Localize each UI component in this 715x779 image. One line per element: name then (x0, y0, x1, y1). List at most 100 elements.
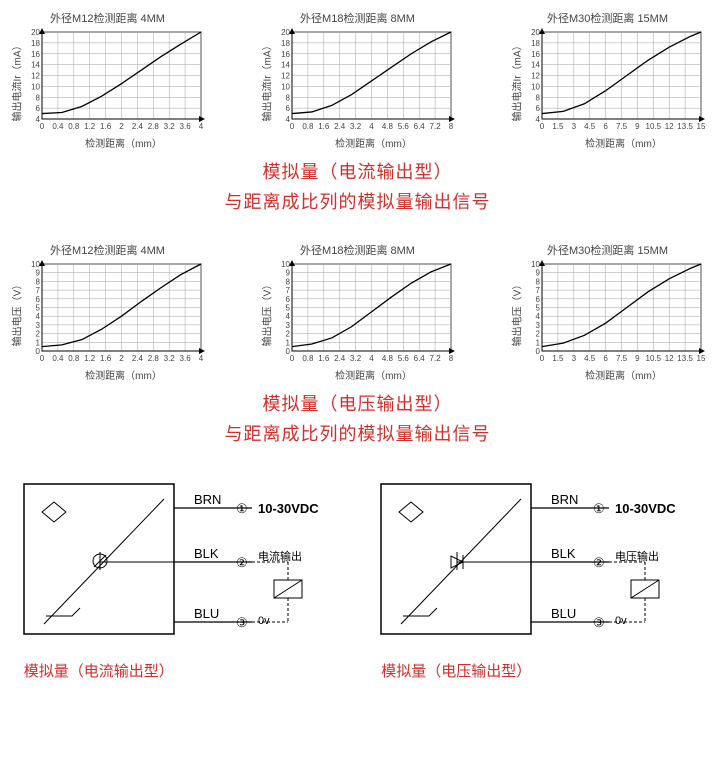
svg-text:10: 10 (31, 260, 40, 269)
svg-text:3.2: 3.2 (350, 122, 362, 131)
svg-text:7: 7 (36, 286, 41, 295)
svg-text:8: 8 (36, 93, 41, 102)
svg-text:2.4: 2.4 (334, 122, 346, 131)
svg-text:0: 0 (540, 354, 545, 363)
chart-xlabel: 检测距离（mm） (292, 135, 455, 150)
svg-text:3.2: 3.2 (164, 354, 176, 363)
svg-text:1.6: 1.6 (100, 354, 112, 363)
svg-text:13.5: 13.5 (677, 122, 693, 131)
svg-text:0.4: 0.4 (52, 122, 64, 131)
svg-text:8: 8 (449, 122, 454, 131)
svg-text:②: ② (236, 555, 248, 570)
svg-text:8: 8 (286, 277, 291, 286)
svg-text:BLK: BLK (194, 546, 219, 561)
svg-text:7: 7 (536, 286, 541, 295)
svg-text:①: ① (593, 501, 605, 516)
svg-text:8: 8 (536, 93, 541, 102)
svg-text:20: 20 (531, 28, 540, 37)
chart-title: 外径M18检测距离 8MM (260, 10, 455, 26)
svg-text:10-30VDC: 10-30VDC (258, 501, 319, 516)
chart-ylabel: 输出电压（V） (509, 279, 524, 346)
chart: 外径M30检测距离 15MM 输出电压（V） 01234567891001.53… (510, 242, 705, 382)
svg-text:1.6: 1.6 (318, 122, 330, 131)
wiring-voltage: BRN①10-30VDCBLK②电压输出BLU③0v模拟量（电压输出型） (371, 474, 701, 681)
chart-svg: 01234567891000.81.62.43.244.85.66.47.28 (270, 260, 455, 365)
svg-text:6: 6 (536, 104, 541, 113)
svg-text:1: 1 (36, 338, 41, 347)
svg-text:13.5: 13.5 (677, 354, 693, 363)
svg-text:②: ② (593, 555, 605, 570)
svg-text:12: 12 (665, 122, 674, 131)
svg-text:8: 8 (36, 277, 41, 286)
svg-text:4.8: 4.8 (382, 354, 394, 363)
svg-text:7: 7 (286, 286, 291, 295)
wiring-current: BRN①10-30VDCBLK②电流输出BLU③0v模拟量（电流输出型） (14, 474, 344, 681)
svg-text:12: 12 (531, 72, 540, 81)
svg-text:6.4: 6.4 (414, 354, 426, 363)
svg-text:6: 6 (536, 295, 541, 304)
svg-text:9: 9 (536, 269, 541, 278)
svg-text:7.2: 7.2 (430, 354, 442, 363)
chart-ylabel: 输出电流Ir（mA） (259, 40, 274, 121)
chart: 外径M12检测距离 4MM 输出电流Ir（mA） 468101214161820… (10, 10, 205, 150)
svg-text:10-30VDC: 10-30VDC (615, 501, 676, 516)
chart-ylabel: 输出电流Ir（mA） (509, 40, 524, 121)
svg-text:3.6: 3.6 (180, 122, 192, 131)
svg-text:4: 4 (199, 122, 204, 131)
svg-text:16: 16 (31, 50, 40, 59)
chart: 外径M18检测距离 8MM 输出电压（V） 01234567891000.81.… (260, 242, 455, 382)
svg-text:7.2: 7.2 (430, 122, 442, 131)
svg-text:6: 6 (603, 122, 608, 131)
chart-title: 外径M12检测距离 4MM (10, 242, 205, 258)
svg-text:8: 8 (286, 93, 291, 102)
current-charts-row: 外径M12检测距离 4MM 输出电流Ir（mA） 468101214161820… (10, 10, 705, 150)
svg-text:2: 2 (119, 354, 124, 363)
svg-text:3: 3 (572, 122, 577, 131)
svg-text:1.2: 1.2 (84, 354, 96, 363)
svg-text:BLU: BLU (551, 606, 576, 621)
wiring-svg: BRN①10-30VDCBLK②电压输出BLU③0v (371, 474, 701, 654)
wiring-svg: BRN①10-30VDCBLK②电流输出BLU③0v (14, 474, 344, 654)
section-voltage-sub: 与距离成比列的模拟量输出信号 (10, 420, 705, 446)
svg-text:5: 5 (36, 304, 41, 313)
svg-text:9: 9 (635, 354, 640, 363)
svg-text:2.8: 2.8 (148, 354, 160, 363)
svg-text:3: 3 (36, 321, 41, 330)
svg-text:6.4: 6.4 (414, 122, 426, 131)
chart-xlabel: 检测距离（mm） (292, 367, 455, 382)
svg-text:18: 18 (531, 39, 540, 48)
chart-svg: 46810121416182001.534.567.5910.51213.515 (520, 28, 705, 133)
section-current-title: 模拟量（电流输出型） (10, 158, 705, 184)
section-voltage-title: 模拟量（电压输出型） (10, 390, 705, 416)
svg-text:9: 9 (635, 122, 640, 131)
svg-text:BRN: BRN (194, 492, 221, 507)
svg-text:16: 16 (531, 50, 540, 59)
svg-text:10: 10 (281, 82, 290, 91)
svg-text:5.6: 5.6 (398, 354, 410, 363)
svg-text:0.8: 0.8 (68, 354, 80, 363)
svg-text:1.2: 1.2 (84, 122, 96, 131)
svg-text:3.2: 3.2 (350, 354, 362, 363)
chart-svg: 46810121416182000.40.81.21.622.42.83.23.… (20, 28, 205, 133)
svg-text:15: 15 (697, 122, 705, 131)
svg-text:2.4: 2.4 (132, 122, 144, 131)
svg-text:10.5: 10.5 (646, 354, 662, 363)
wiring-row: BRN①10-30VDCBLK②电流输出BLU③0v模拟量（电流输出型） BRN… (10, 474, 705, 681)
svg-text:3: 3 (536, 321, 541, 330)
svg-text:0v: 0v (258, 615, 270, 627)
svg-text:10: 10 (31, 82, 40, 91)
svg-text:0.8: 0.8 (302, 122, 314, 131)
svg-text:③: ③ (236, 615, 248, 630)
svg-text:6: 6 (286, 295, 291, 304)
svg-text:0.8: 0.8 (302, 354, 314, 363)
svg-text:3: 3 (286, 321, 291, 330)
chart-xlabel: 检测距离（mm） (42, 367, 205, 382)
svg-text:15: 15 (697, 354, 705, 363)
svg-text:2: 2 (36, 330, 41, 339)
svg-text:4: 4 (36, 312, 41, 321)
svg-text:0.8: 0.8 (68, 122, 80, 131)
chart-title: 外径M30检测距离 15MM (510, 10, 705, 26)
svg-text:5: 5 (286, 304, 291, 313)
svg-text:6: 6 (36, 104, 41, 113)
chart-title: 外径M18检测距离 8MM (260, 242, 455, 258)
